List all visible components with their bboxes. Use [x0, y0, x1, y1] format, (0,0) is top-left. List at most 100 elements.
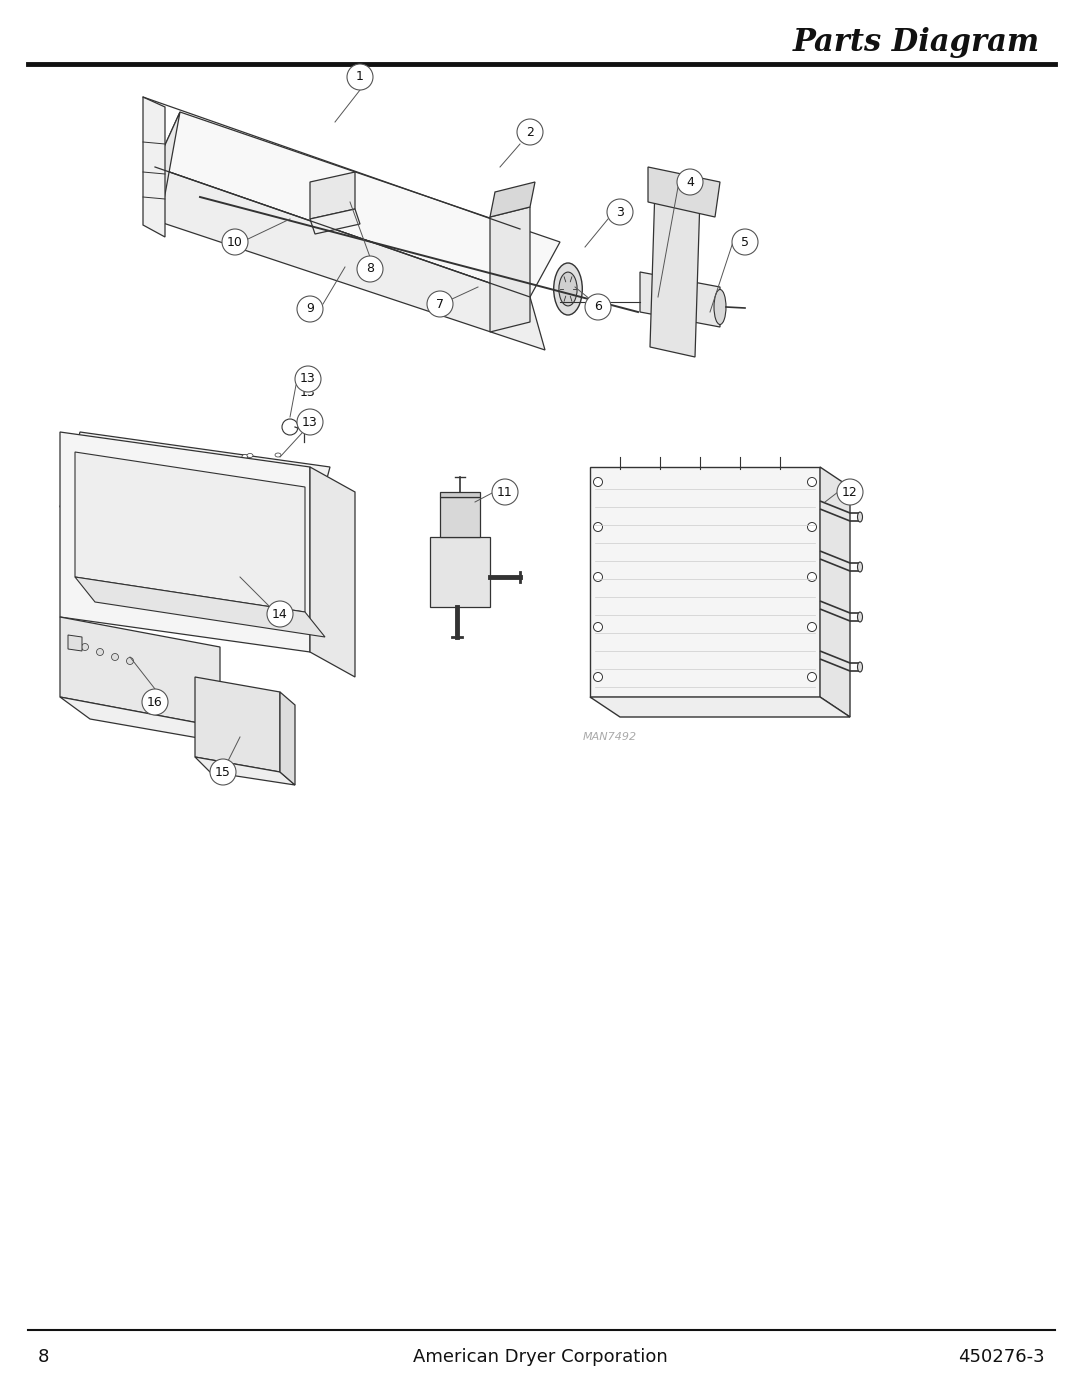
Text: 11: 11 — [497, 486, 513, 499]
Text: 5: 5 — [741, 236, 750, 249]
Polygon shape — [75, 453, 305, 612]
Circle shape — [347, 64, 373, 89]
Text: 4: 4 — [686, 176, 694, 189]
Ellipse shape — [188, 474, 194, 478]
Ellipse shape — [219, 490, 225, 495]
Circle shape — [808, 573, 816, 581]
Polygon shape — [195, 757, 295, 785]
Circle shape — [594, 672, 603, 682]
Ellipse shape — [858, 612, 863, 622]
Polygon shape — [156, 112, 561, 298]
Ellipse shape — [153, 493, 159, 497]
Text: 2: 2 — [526, 126, 534, 138]
Text: 10: 10 — [227, 236, 243, 249]
Ellipse shape — [143, 460, 149, 462]
Circle shape — [585, 293, 611, 320]
Text: Parts Diagram: Parts Diagram — [793, 27, 1040, 57]
Text: 13: 13 — [302, 415, 318, 429]
Polygon shape — [156, 168, 545, 351]
Polygon shape — [820, 467, 850, 717]
Ellipse shape — [225, 489, 231, 493]
Circle shape — [295, 366, 321, 393]
Ellipse shape — [77, 462, 83, 467]
Polygon shape — [75, 577, 325, 637]
Polygon shape — [490, 182, 535, 217]
Polygon shape — [430, 536, 490, 608]
Polygon shape — [490, 207, 530, 332]
Text: 7: 7 — [436, 298, 444, 310]
Ellipse shape — [119, 460, 125, 464]
Text: 13: 13 — [300, 386, 315, 398]
Text: 15: 15 — [215, 766, 231, 778]
Polygon shape — [440, 497, 480, 536]
Ellipse shape — [87, 496, 93, 500]
Ellipse shape — [559, 272, 577, 306]
Ellipse shape — [114, 478, 121, 482]
Ellipse shape — [242, 454, 248, 458]
Ellipse shape — [280, 469, 286, 474]
Polygon shape — [68, 636, 82, 651]
Ellipse shape — [151, 458, 157, 462]
Ellipse shape — [181, 475, 187, 479]
Polygon shape — [60, 697, 249, 747]
Polygon shape — [650, 187, 700, 358]
Ellipse shape — [285, 488, 291, 490]
Ellipse shape — [158, 510, 164, 514]
Polygon shape — [648, 168, 720, 217]
Circle shape — [141, 689, 168, 715]
Circle shape — [492, 479, 518, 504]
Polygon shape — [310, 172, 355, 219]
Ellipse shape — [92, 513, 98, 517]
Circle shape — [222, 229, 248, 256]
Ellipse shape — [124, 476, 130, 481]
Ellipse shape — [183, 457, 189, 461]
Circle shape — [808, 522, 816, 531]
Circle shape — [594, 573, 603, 581]
Ellipse shape — [275, 453, 281, 457]
Circle shape — [808, 478, 816, 486]
Circle shape — [357, 256, 383, 282]
Ellipse shape — [193, 490, 199, 495]
Circle shape — [732, 229, 758, 256]
Ellipse shape — [291, 504, 296, 509]
Circle shape — [427, 291, 453, 317]
Ellipse shape — [97, 495, 103, 499]
Ellipse shape — [110, 461, 116, 464]
Text: 8: 8 — [38, 1348, 50, 1366]
Text: 16: 16 — [147, 696, 163, 708]
Ellipse shape — [156, 475, 162, 479]
Ellipse shape — [176, 457, 183, 461]
Ellipse shape — [252, 471, 258, 475]
Circle shape — [677, 169, 703, 196]
Text: American Dryer Corporation: American Dryer Corporation — [413, 1348, 667, 1366]
Text: 3: 3 — [616, 205, 624, 218]
Ellipse shape — [257, 506, 264, 510]
Ellipse shape — [858, 662, 863, 672]
Polygon shape — [590, 467, 820, 697]
Circle shape — [837, 479, 863, 504]
Ellipse shape — [120, 495, 126, 499]
Ellipse shape — [82, 479, 87, 483]
Circle shape — [111, 654, 119, 661]
Circle shape — [81, 644, 89, 651]
Ellipse shape — [214, 474, 220, 476]
Circle shape — [517, 119, 543, 145]
Text: 13: 13 — [300, 373, 315, 386]
Text: 450276-3: 450276-3 — [958, 1348, 1045, 1366]
Ellipse shape — [247, 454, 253, 457]
Ellipse shape — [554, 263, 582, 314]
Polygon shape — [310, 467, 355, 678]
Ellipse shape — [220, 472, 226, 476]
Circle shape — [607, 198, 633, 225]
Text: MAN7492: MAN7492 — [583, 732, 637, 742]
Text: 12: 12 — [842, 486, 858, 499]
Text: 9: 9 — [306, 303, 314, 316]
Ellipse shape — [125, 511, 131, 515]
Polygon shape — [60, 617, 220, 726]
Ellipse shape — [247, 472, 253, 475]
Circle shape — [267, 601, 293, 627]
Text: 8: 8 — [366, 263, 374, 275]
Circle shape — [594, 522, 603, 531]
Polygon shape — [440, 492, 480, 497]
Text: 14: 14 — [272, 608, 288, 620]
